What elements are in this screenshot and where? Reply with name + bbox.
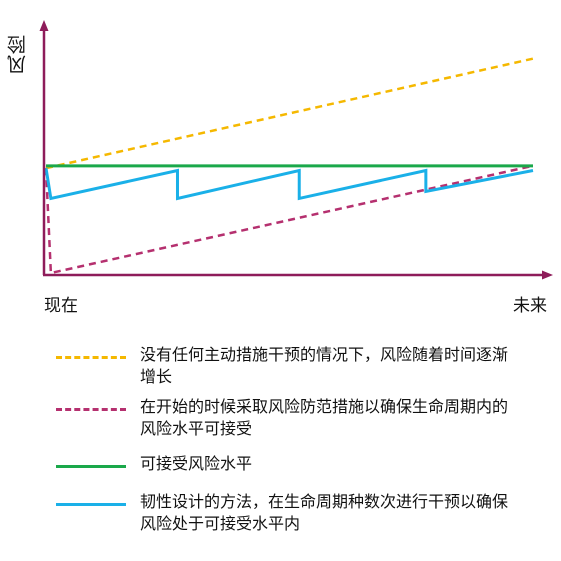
legend-swatch-solid-green [56, 465, 126, 468]
y-axis-label: 风险 [7, 34, 29, 74]
legend-item-no-intervention: 没有任何主动措施干预的情况下，风险随着时间逐渐增长 [56, 344, 536, 388]
legend-label: 韧性设计的方法，在生命周期种数次进行干预以确保风险处于可接受水平内 [140, 492, 509, 533]
x-tick-label-future: 未来 [513, 296, 547, 316]
legend-item-resilient-design: 韧性设计的方法，在生命周期种数次进行干预以确保风险处于可接受水平内 [56, 491, 536, 535]
series-line-resilient-design [44, 167, 534, 201]
legend-swatch-dashed-magenta [56, 408, 126, 411]
legend-item-acceptable-level: 可接受风险水平 [56, 453, 536, 475]
risk-chart [39, 20, 553, 280]
legend-label: 在开始的时候采取风险防范措施以确保生命周期内的风险水平可接受 [140, 397, 509, 438]
y-axis-arrow [39, 20, 49, 31]
x-axis-arrow [542, 270, 553, 280]
series-line-no-intervention [45, 57, 534, 170]
legend-label: 可接受风险水平 [140, 454, 253, 473]
series-layer [44, 57, 534, 275]
legend-swatch-dashed-yellow [56, 356, 126, 359]
series-line-initial-measures [44, 164, 534, 275]
legend-item-initial-measures: 在开始的时候采取风险防范措施以确保生命周期内的风险水平可接受 [56, 396, 536, 440]
legend-swatch-solid-blue [56, 503, 126, 506]
legend-label: 没有任何主动措施干预的情况下，风险随着时间逐渐增长 [140, 345, 509, 386]
axes [39, 20, 553, 280]
legend: 没有任何主动措施干预的情况下，风险随着时间逐渐增长 在开始的时候采取风险防范措施… [56, 344, 536, 535]
x-tick-label-now: 现在 [44, 296, 78, 316]
